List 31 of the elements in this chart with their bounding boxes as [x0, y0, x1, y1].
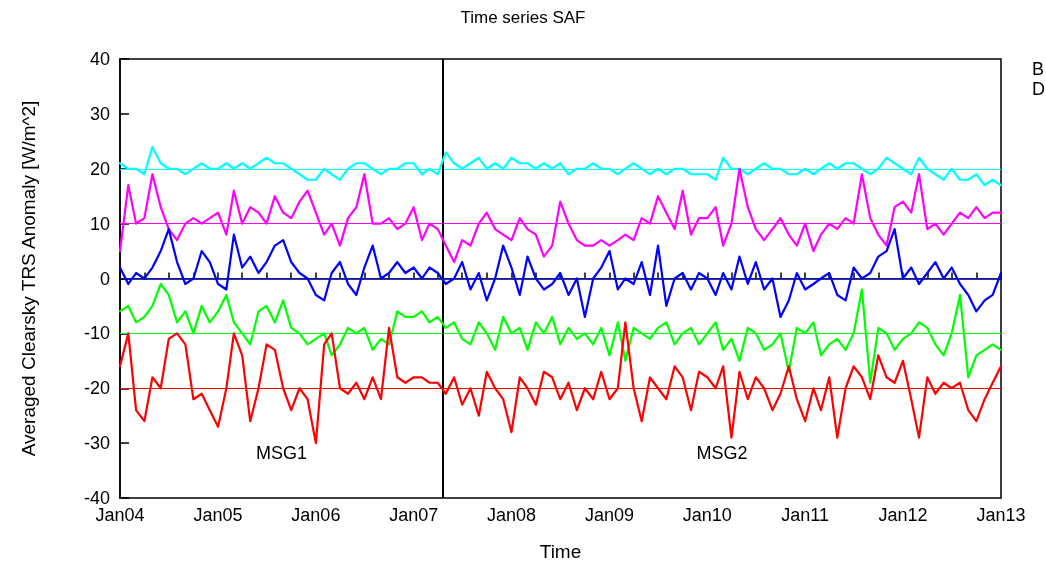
line-series	[118, 282, 1003, 384]
y-axis-title: Averaged Clearsky TRS Anomaly [W/m^2]	[18, 100, 39, 457]
x-tick-label: Jan11	[781, 505, 829, 525]
text: B	[1032, 59, 1045, 79]
line-series	[118, 228, 1003, 319]
y-tick-label: -10	[83, 323, 110, 344]
line-series	[118, 321, 1003, 445]
x-tick-label: Jan13	[976, 505, 1026, 525]
x-tick-label: Jan12	[878, 505, 928, 525]
y-tick-label: 40	[89, 49, 110, 69]
y-tick-label: 30	[89, 103, 110, 124]
x-tick-label: Jan08	[486, 505, 536, 525]
y-tick-label: 10	[89, 213, 110, 234]
y-tick-label: -30	[83, 433, 110, 454]
annotation: MSG1	[255, 443, 307, 463]
x-tick-label: Jan05	[193, 505, 243, 525]
x-tick-label: Jan10	[682, 505, 732, 525]
x-axis-title: Time	[539, 541, 582, 562]
line-series	[118, 145, 1003, 187]
x-tick-label: Jan04	[95, 505, 145, 525]
y-tick-label: -20	[83, 378, 110, 399]
y-tick-label: -40	[83, 488, 110, 508]
chart-title: Time series SAF	[460, 8, 586, 27]
text: D	[1032, 79, 1045, 99]
y-tick-label: 0	[99, 268, 110, 289]
annotation: MSG2	[696, 443, 748, 463]
y-tick-label: 20	[89, 158, 110, 179]
x-tick-label: Jan07	[389, 505, 439, 525]
line-series	[118, 167, 1003, 264]
x-tick-label: Jan09	[585, 505, 635, 525]
x-tick-label: Jan06	[291, 505, 341, 525]
